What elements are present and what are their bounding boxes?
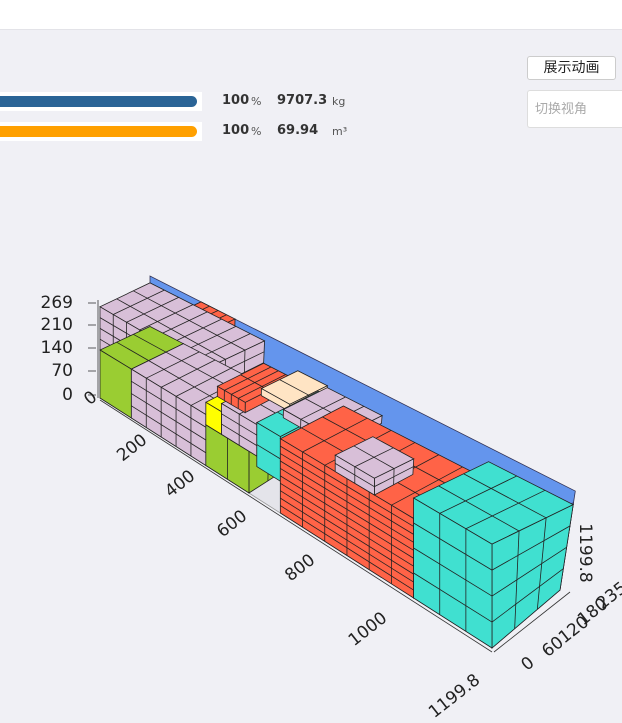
box-edge xyxy=(280,460,414,543)
box-edge xyxy=(148,360,226,405)
box-edge xyxy=(413,522,493,571)
box-edge xyxy=(280,453,414,535)
y-tick-label: 0 xyxy=(518,653,539,675)
percent-unit: % xyxy=(251,95,262,108)
box-edge xyxy=(139,304,194,331)
volume-progress: 100 % 69.94 m³ xyxy=(0,122,420,141)
z-tick-label: 0 xyxy=(62,385,73,405)
top-bar xyxy=(0,0,622,30)
z-tick-label: 210 xyxy=(41,315,73,335)
box-edge xyxy=(256,444,281,460)
percent: 100 xyxy=(222,93,250,108)
box-edge xyxy=(221,413,258,436)
box-edge xyxy=(160,359,216,388)
box-edge xyxy=(302,417,368,453)
x-tick-label: 600 xyxy=(213,506,251,542)
animate-button[interactable]: 展示动画 xyxy=(527,56,616,80)
box-edge xyxy=(491,525,571,571)
weight-progress: 100 % 9707.3 kg xyxy=(0,92,420,111)
box-edge xyxy=(280,445,414,527)
box-edge xyxy=(280,475,414,559)
z-tick-label: 140 xyxy=(41,338,73,358)
progress-fill xyxy=(0,126,197,137)
percent-unit: % xyxy=(251,125,262,138)
box-edge xyxy=(221,423,258,446)
box-edge xyxy=(280,505,414,591)
x-tick-label: 1000 xyxy=(345,608,391,650)
box-edge xyxy=(131,393,207,441)
progress-fill xyxy=(0,96,197,107)
x-tick-label: 1199.8 xyxy=(425,670,484,722)
box-edge xyxy=(413,572,493,623)
unit: kg xyxy=(332,95,346,108)
x-tick-label: 200 xyxy=(113,430,151,466)
box-edge xyxy=(413,547,493,597)
box-edge xyxy=(146,351,200,379)
box-edge xyxy=(391,466,463,506)
y-axis xyxy=(493,591,571,653)
length-label: 1199.8 xyxy=(575,523,595,582)
box-edge xyxy=(116,298,226,360)
box-edge xyxy=(175,367,232,397)
box-edge xyxy=(463,473,547,519)
box-edge xyxy=(280,468,414,551)
x-tick-label: 800 xyxy=(281,550,319,586)
box-edge xyxy=(280,497,414,583)
box-front xyxy=(260,387,291,413)
box-edge xyxy=(279,379,309,396)
box-edge xyxy=(465,489,546,530)
view-select[interactable]: 切换视角 xyxy=(527,90,622,128)
box-edge xyxy=(133,333,167,353)
percent: 100 xyxy=(222,123,250,138)
box-edge xyxy=(116,341,149,361)
box-edge xyxy=(438,485,520,532)
box-edge xyxy=(439,475,517,514)
z-tick-label: 70 xyxy=(51,361,73,381)
amount: 9707.3 xyxy=(277,93,328,108)
box-edge xyxy=(280,482,414,567)
box-edge xyxy=(280,490,414,575)
amount: 69.94 xyxy=(277,123,319,138)
z-tick-label: 269 xyxy=(41,293,73,313)
box-edge xyxy=(334,463,375,488)
box-edge xyxy=(131,380,207,428)
x-tick-label: 400 xyxy=(161,466,199,502)
unit: m³ xyxy=(332,125,348,138)
box-edge xyxy=(491,568,564,623)
box-edge xyxy=(131,405,207,454)
box-edge xyxy=(353,445,395,469)
box-edge xyxy=(126,297,179,323)
x-axis xyxy=(99,399,493,653)
box-edge xyxy=(491,546,567,597)
box-edge xyxy=(514,530,520,629)
box-edge xyxy=(133,290,246,351)
box-edge xyxy=(536,517,547,610)
box-edge xyxy=(113,289,165,315)
